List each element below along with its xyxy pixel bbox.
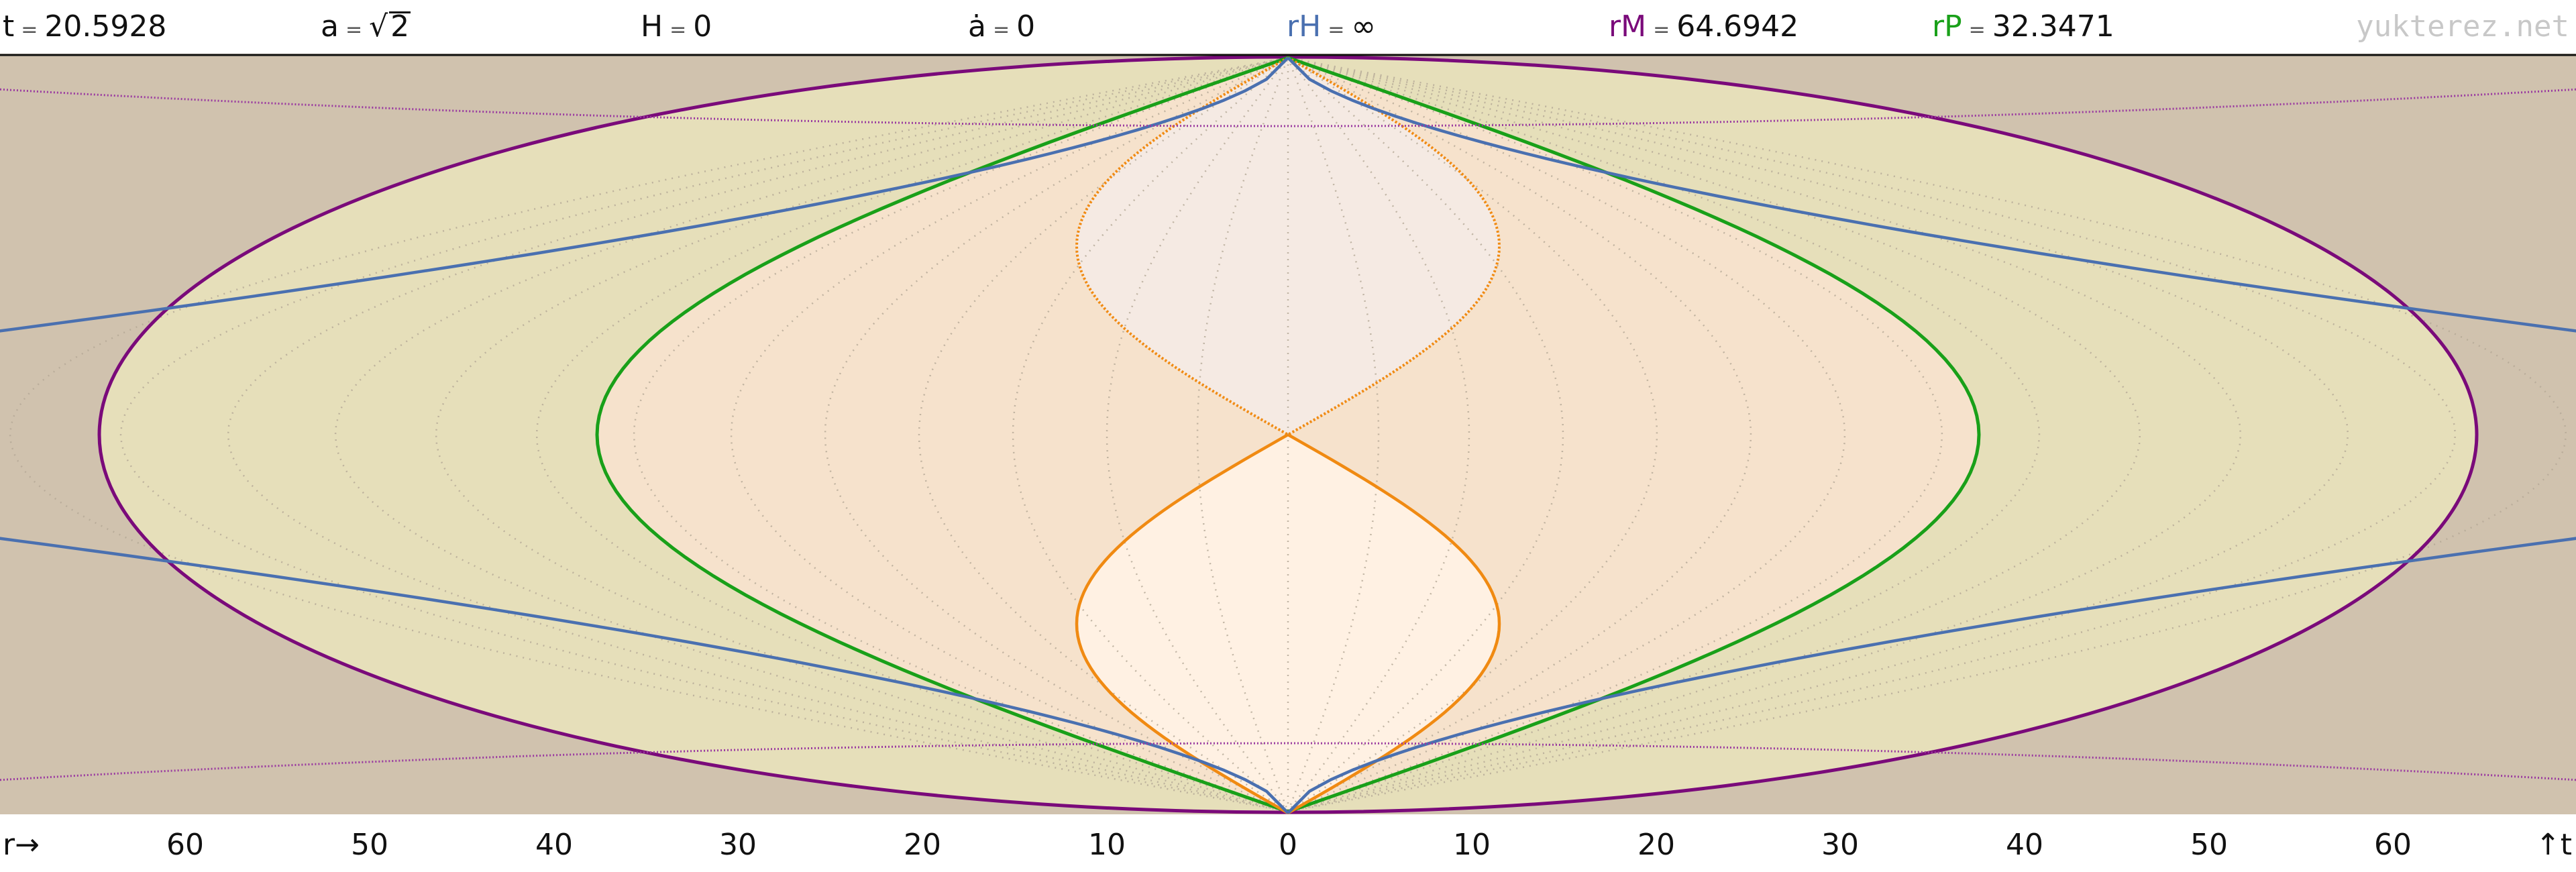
hubble-horizon-curves <box>0 56 2576 814</box>
scale-factor-readout: a = √2 <box>321 3 411 54</box>
expansion-rate-label: ȧ <box>968 9 986 44</box>
hubble-horizon-curve <box>0 537 2576 814</box>
particle-horizon-value: 32.3471 <box>1992 9 2114 44</box>
tick-label: 50 <box>351 828 388 862</box>
hubble-value: 0 <box>693 9 712 44</box>
r-axis-label: r→ <box>3 828 40 862</box>
tick-label: 40 <box>535 828 573 862</box>
expansion-rate-readout: ȧ = 0 <box>968 3 1035 54</box>
hubble-readout: H = 0 <box>641 3 712 54</box>
scale-factor-value: 2 <box>389 9 411 44</box>
equals-sign: = <box>669 18 687 42</box>
hubble-radius-value: ∞ <box>1351 9 1376 44</box>
t-axis-label: ↑t <box>2535 828 2572 862</box>
equals-sign: = <box>1653 18 1670 42</box>
past-light-cone-curve <box>1075 433 1501 814</box>
tick-label: 30 <box>719 828 757 862</box>
outer-dotted-curve <box>0 88 2576 127</box>
equals-sign: = <box>21 18 38 42</box>
tick-label: 20 <box>904 828 941 862</box>
hubble-label: H <box>641 9 663 44</box>
hubble-horizon-curve <box>0 56 2576 333</box>
outer-dotted-curve <box>0 742 2576 781</box>
tick-label: 20 <box>1638 828 1675 862</box>
time-readout: t = 20.5928 <box>3 3 166 54</box>
equals-sign: = <box>1968 18 1986 42</box>
scale-factor-label: a <box>321 9 339 44</box>
tick-label: 10 <box>1453 828 1491 862</box>
time-label: t <box>3 9 15 44</box>
particle-horizon-label: rP <box>1932 9 1962 44</box>
r-axis: r→ 60 50 40 30 20 10 0 10 20 30 40 50 60… <box>0 814 2576 872</box>
time-value: 20.5928 <box>44 9 167 44</box>
hubble-radius-label: rH <box>1287 9 1322 44</box>
grid-line <box>824 56 1752 813</box>
max-radius-curve <box>97 55 2479 814</box>
tick-label: 60 <box>166 828 204 862</box>
particle-horizon-readout: rP = 32.3471 <box>1932 3 2114 54</box>
tick-label: 30 <box>1821 828 1859 862</box>
outer-dotted-curves <box>0 88 2576 781</box>
future-light-cone-curve <box>1075 56 1501 436</box>
equals-sign: = <box>992 18 1010 42</box>
grid-line <box>535 56 2041 813</box>
site-watermark: yukterez.net <box>2356 9 2569 44</box>
max-radius-value: 64.6942 <box>1676 9 1799 44</box>
tick-label: 50 <box>2190 828 2228 862</box>
tick-label: 10 <box>1088 828 1126 862</box>
tick-label: 60 <box>2374 828 2412 862</box>
tick-label: 40 <box>2006 828 2043 862</box>
tick-label: 0 <box>1279 828 1297 862</box>
max-radius-readout: rM = 64.6942 <box>1609 3 1799 54</box>
equals-sign: = <box>1328 18 1345 42</box>
max-radius-label: rM <box>1609 9 1647 44</box>
expansion-rate-value: 0 <box>1016 9 1036 44</box>
hubble-radius-readout: rH = ∞ <box>1287 3 1376 54</box>
sqrt-icon: √ <box>369 9 388 44</box>
equals-sign: = <box>345 18 363 42</box>
header-bar: t = 20.5928 a = √2 H = 0 ȧ = 0 rH = ∞ rM = 64.6942 r… <box>0 0 2576 54</box>
spacetime-diagram <box>0 54 2576 814</box>
